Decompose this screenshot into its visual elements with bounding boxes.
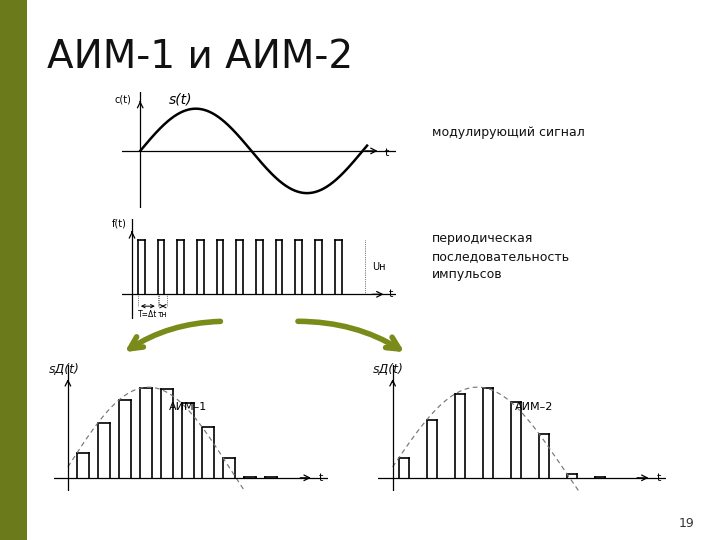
Text: модулирующий сигнал: модулирующий сигнал [432, 126, 585, 139]
Text: АИМ-1 и АИМ-2: АИМ-1 и АИМ-2 [47, 38, 353, 76]
Text: c(t): c(t) [114, 94, 131, 104]
Text: τн: τн [158, 310, 168, 319]
Text: периодическая
последовательность
импульсов: периодическая последовательность импульс… [432, 232, 570, 281]
Text: sД(t): sД(t) [49, 363, 80, 376]
Text: t: t [318, 473, 323, 483]
Text: T=Δt: T=Δt [138, 310, 158, 319]
Text: 19: 19 [679, 517, 695, 530]
Text: sД(t): sД(t) [373, 363, 404, 376]
Text: t: t [656, 473, 661, 483]
Text: Uн: Uн [372, 262, 385, 272]
Text: АИМ–2: АИМ–2 [515, 402, 554, 412]
Text: АИМ–1: АИМ–1 [169, 402, 207, 412]
Text: f(t): f(t) [112, 218, 127, 228]
Text: t: t [389, 289, 393, 299]
Text: t: t [385, 148, 390, 158]
Text: s(t): s(t) [169, 93, 193, 106]
